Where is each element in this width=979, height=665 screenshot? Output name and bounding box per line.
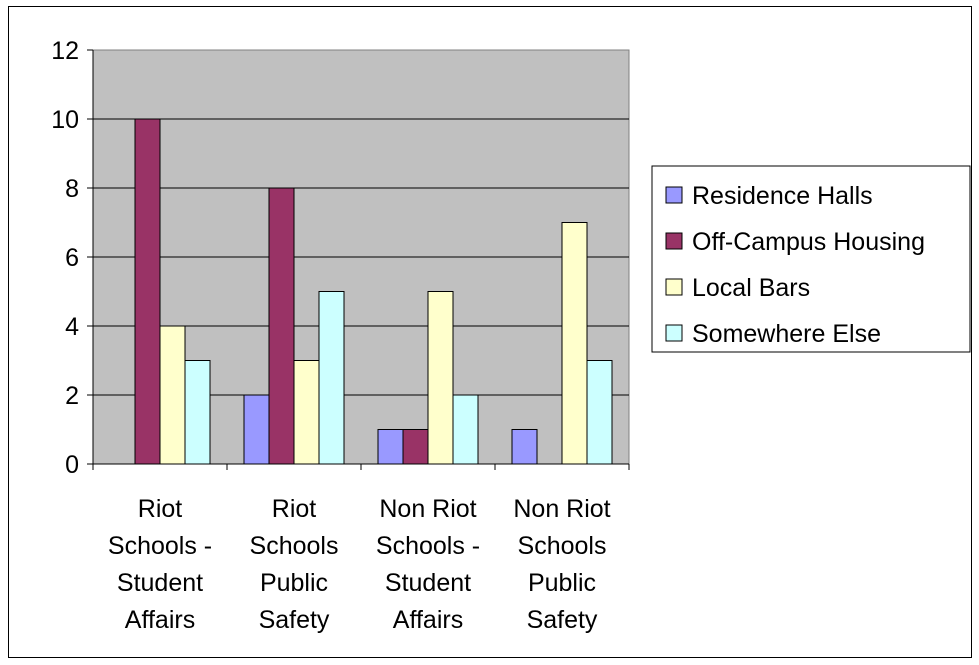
bar-local-bars-4 [561, 222, 588, 465]
x-category-label-line: Schools - [108, 532, 212, 560]
y-tick-label: 0 [65, 451, 79, 479]
legend-box [651, 165, 971, 353]
x-category-label: Riot Schools Public Safety [250, 495, 339, 634]
legend-label: Local Bars [692, 274, 810, 302]
legend-label: Off-Campus Housing [692, 228, 925, 256]
bar-residence-halls-2 [243, 394, 270, 465]
x-category-label-line: Non Riot [513, 495, 610, 523]
legend-swatch [665, 278, 683, 296]
bar-somewhere-else-1 [184, 360, 211, 465]
bar-somewhere-else-3 [452, 394, 479, 465]
bar-somewhere-else-4 [586, 360, 613, 465]
x-category-label-line: Safety [259, 606, 330, 634]
x-category-label-line: Affairs [125, 606, 195, 634]
y-tick-label: 10 [51, 106, 79, 134]
bar-residence-halls-4 [511, 429, 538, 465]
legend-swatch [665, 324, 683, 342]
bar-off-campus-housing-2 [268, 187, 295, 465]
bars [134, 118, 613, 465]
bar-local-bars-3 [427, 291, 454, 465]
x-category-label: Non Riot Schools Public Safety [513, 495, 610, 634]
y-tick-label: 2 [65, 382, 79, 410]
x-category-label-line: Public [528, 569, 596, 597]
y-tick-label: 8 [65, 175, 79, 203]
bar-local-bars-1 [159, 325, 186, 465]
x-category-label-line: Schools [250, 532, 339, 560]
bar-somewhere-else-2 [318, 291, 345, 465]
x-category-label-line: Schools [518, 532, 607, 560]
x-category-label-line: Non Riot [379, 495, 476, 523]
y-tick-label: 4 [65, 313, 79, 341]
x-category-label: Riot Schools - Student Affairs [108, 495, 212, 634]
x-category-label-line: Student [385, 569, 471, 597]
legend-swatch [665, 186, 683, 204]
bar-local-bars-2 [293, 360, 320, 465]
x-category-label-line: Affairs [393, 606, 463, 634]
bar-off-campus-housing-3 [402, 429, 429, 465]
x-category-label: Non Riot Schools - Student Affairs [376, 495, 480, 634]
bar-off-campus-housing-1 [134, 118, 161, 465]
bar-residence-halls-3 [377, 429, 404, 465]
legend-label: Residence Halls [692, 182, 873, 210]
legend-label: Somewhere Else [692, 320, 881, 348]
x-category-label-line: Public [260, 569, 328, 597]
x-category-label-line: Safety [527, 606, 598, 634]
legend: Residence Halls Off-Campus Housing Local B… [651, 165, 971, 353]
x-category-label-line: Student [117, 569, 203, 597]
y-tick-label: 12 [51, 37, 79, 65]
y-tick-label: 6 [65, 244, 79, 272]
x-category-label-line: Riot [272, 495, 317, 523]
chart-frame: 0 2 4 6 8 10 12 Riot Schools -Student Affairs Riot… [8, 6, 972, 658]
x-category-label-line: Riot [138, 495, 183, 523]
legend-swatch [665, 232, 683, 250]
x-category-label-line: Schools - [376, 532, 480, 560]
